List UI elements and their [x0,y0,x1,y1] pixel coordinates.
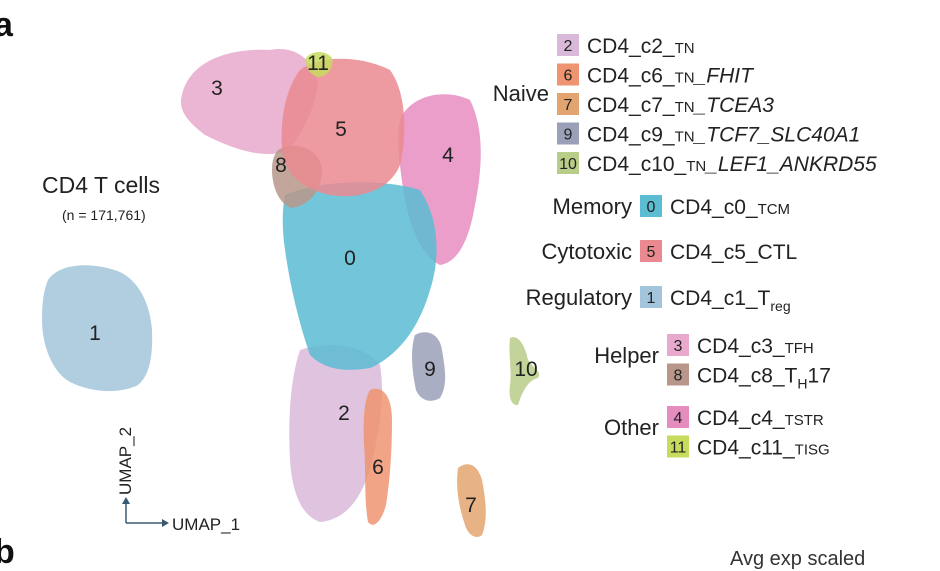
chart-subtitle: (n = 171,761) [62,207,146,223]
legend-group-memory: Memory [553,194,632,219]
legend-label-10: CD4_c10_TN_LEF1_ANKRD55 [587,153,877,176]
legend-label-1: CD4_c1_Treg [670,287,791,314]
legend-label-0: CD4_c0_TCM [670,196,790,219]
legend-label-11: CD4_c11_TISG [697,437,830,460]
legend-group-other: Other [604,415,659,440]
legend-group-naive: Naive [493,81,549,106]
legend-label-8: CD4_c8_TH17 [697,365,831,392]
legend-swatch-number-9: 9 [564,127,573,144]
legend-swatch-10 [557,152,579,174]
legend-item-8: 8 CD4_c8_TH17 [667,363,831,392]
legend-item-10: 10 CD4_c10_TN_LEF1_ANKRD55 [557,152,877,176]
cluster-label-6: 6 [372,456,384,479]
chart-title: CD4 T cells [42,172,161,198]
cluster-label-1: 1 [89,322,101,345]
legend-item-4: 4 CD4_c4_TSTR [667,406,824,430]
legend-swatch-5 [640,240,662,262]
cluster-label-5: 5 [335,118,347,141]
legend-item-5: 5 CD4_c5_CTL [640,240,797,264]
panel-letter-a: a [0,6,13,44]
legend-swatch-number-8: 8 [674,368,683,385]
y-arrowhead [122,497,130,504]
cluster-label-0: 0 [344,247,356,270]
cluster-label-7: 7 [465,494,477,517]
cluster-region-5 [281,58,405,197]
legend-swatch-1 [640,286,662,308]
legend-label-4: CD4_c4_TSTR [697,407,824,430]
legend-item-7: 7 CD4_c7_TN_TCEA3 [557,93,774,117]
legend-swatch-number-10: 10 [559,156,577,173]
legend-swatch-number-5: 5 [647,244,656,261]
cluster-region-10 [509,337,540,406]
legend-label-6: CD4_c6_TN_FHIT [587,65,755,88]
legend-swatch-number-11: 11 [670,440,687,457]
legend-swatch-2 [557,34,579,56]
legend-swatch-0 [640,195,662,217]
legend-swatch-number-3: 3 [674,338,683,355]
legend-swatch-number-1: 1 [647,290,656,307]
legend-swatch-6 [557,63,579,86]
cluster-labels: 0 1 2 3 4 5 6 7 8 9 10 11 [89,52,538,517]
legend-item-0: 0 CD4_c0_TCM [640,195,790,219]
cluster-region-1 [42,265,153,392]
legend-swatch-number-7: 7 [564,97,573,114]
legend-swatch-11 [667,435,689,458]
legend-item-2: 2 CD4_c2_TN [557,34,695,58]
cluster-label-8: 8 [275,154,287,177]
legend-label-3: CD4_c3_TFH [697,335,814,358]
legend-swatch-9 [557,122,579,145]
legend-swatch-4 [667,406,689,428]
cluster-region-9 [412,332,446,401]
cluster-region-2 [289,345,382,522]
cluster-regions [42,49,540,537]
cluster-region-11 [305,52,333,77]
cluster-region-7 [457,464,486,537]
legend-item-11: 11 CD4_c11_TISG [667,435,830,460]
legend-group-helper: Helper [594,343,659,368]
x-axis-label: UMAP_1 [172,515,240,534]
legend-item-1: 1 CD4_c1_Treg [640,286,791,314]
x-arrowhead [162,519,169,527]
legend-swatch-8 [667,363,689,386]
cluster-label-11: 11 [307,52,329,75]
cluster-label-4: 4 [442,144,454,167]
cluster-label-10: 10 [514,358,537,381]
legend-group-cytotoxic: Cytotoxic [542,239,632,264]
axis-arrows: UMAP_1 UMAP_2 [116,427,240,534]
legend-item-3: 3 CD4_c3_TFH [667,334,814,358]
legend-swatch-3 [667,334,689,356]
legend-label-7: CD4_c7_TN_TCEA3 [587,94,774,117]
legend-label-2: CD4_c2_TN [587,35,695,58]
cluster-label-2: 2 [338,402,350,425]
legend-swatch-number-6: 6 [564,68,573,85]
legend-label-5: CD4_c5_CTL [670,241,797,264]
panel-letter-b: b [0,533,15,571]
y-axis-label: UMAP_2 [116,427,135,495]
cluster-label-3: 3 [211,77,223,100]
cluster-region-6 [363,388,392,525]
legend-swatch-7 [557,93,579,115]
legend-item-6: 6 CD4_c6_TN_FHIT [557,63,755,88]
legend: 2 CD4_c2_TN 6 CD4_c6_TN_FHIT 7 CD4_c7_TN_TCEA… [493,34,877,460]
legend-label-9: CD4_c9_TN_TCF7_SLC40A1 [587,124,860,147]
cluster-region-0 [282,182,437,370]
legend-swatch-number-0: 0 [647,199,656,216]
cluster-label-9: 9 [424,358,436,381]
legend-swatch-number-2: 2 [564,38,573,55]
legend-item-9: 9 CD4_c9_TN_TCF7_SLC40A1 [557,122,860,147]
legend-swatch-number-4: 4 [674,410,683,427]
legend-group-regulatory: Regulatory [526,285,632,310]
